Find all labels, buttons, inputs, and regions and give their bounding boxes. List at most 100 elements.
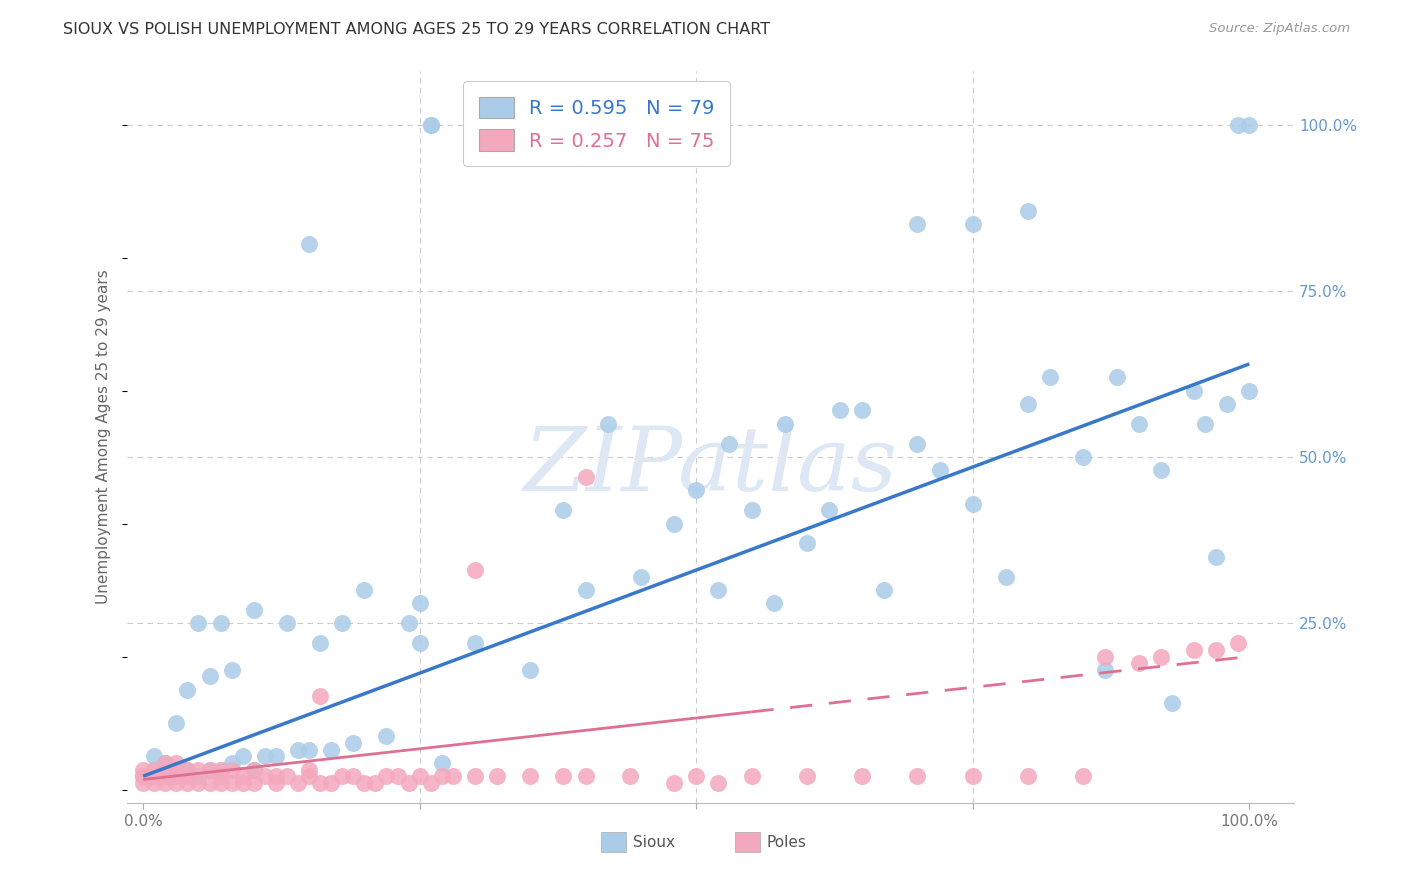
Point <box>928 463 950 477</box>
Point <box>264 769 287 783</box>
Point <box>143 769 166 783</box>
Point <box>818 503 841 517</box>
Point <box>962 217 984 231</box>
Point <box>221 756 243 770</box>
Point <box>143 749 166 764</box>
Point <box>221 663 243 677</box>
Point <box>298 763 321 777</box>
Point <box>132 776 155 790</box>
Point <box>330 769 353 783</box>
Point <box>1227 118 1250 132</box>
Point <box>165 763 187 777</box>
Point <box>1182 643 1205 657</box>
Point <box>155 756 177 770</box>
Point <box>209 763 232 777</box>
Point <box>143 763 166 777</box>
Point <box>165 763 187 777</box>
Point <box>198 669 221 683</box>
Point <box>309 636 332 650</box>
Point <box>176 776 198 790</box>
Point <box>321 776 343 790</box>
Point <box>1239 384 1261 398</box>
Text: ZIPatlas: ZIPatlas <box>523 423 897 509</box>
Point <box>398 776 420 790</box>
Point <box>519 663 541 677</box>
Point <box>276 769 298 783</box>
Point <box>176 763 198 777</box>
Point <box>1128 656 1150 670</box>
Point <box>685 769 707 783</box>
Point <box>430 769 453 783</box>
Point <box>187 763 209 777</box>
Point <box>287 742 309 756</box>
Point <box>1039 370 1062 384</box>
Point <box>1160 696 1182 710</box>
Point <box>419 776 441 790</box>
Point <box>198 763 221 777</box>
Point <box>155 756 177 770</box>
Point <box>187 776 209 790</box>
Point <box>321 742 343 756</box>
Point <box>707 582 730 597</box>
Point <box>221 776 243 790</box>
Point <box>298 237 321 252</box>
Point <box>132 763 155 777</box>
Point <box>962 497 984 511</box>
Point <box>1073 450 1095 464</box>
Point <box>1017 204 1039 219</box>
Point <box>441 769 464 783</box>
Text: Sioux: Sioux <box>633 836 675 850</box>
Point <box>553 769 575 783</box>
Point <box>165 756 187 770</box>
Point <box>309 776 332 790</box>
Point <box>707 776 730 790</box>
Point <box>1094 649 1116 664</box>
Point <box>574 582 596 597</box>
Point <box>264 776 287 790</box>
Point <box>1073 769 1095 783</box>
Point <box>187 616 209 631</box>
Point <box>342 736 364 750</box>
Point <box>1227 636 1250 650</box>
Point <box>165 776 187 790</box>
Point <box>630 570 652 584</box>
Point <box>619 769 641 783</box>
Point <box>143 763 166 777</box>
Point <box>209 763 232 777</box>
Point <box>155 769 177 783</box>
Point <box>209 769 232 783</box>
Point <box>353 582 375 597</box>
Point <box>253 749 276 764</box>
Point <box>574 769 596 783</box>
Point <box>873 582 896 597</box>
Point <box>1128 417 1150 431</box>
Point <box>685 483 707 498</box>
Point <box>851 769 873 783</box>
Point <box>176 763 198 777</box>
Point <box>155 769 177 783</box>
Point <box>762 596 785 610</box>
Point <box>342 769 364 783</box>
Point <box>253 769 276 783</box>
Point <box>596 417 619 431</box>
Point <box>553 503 575 517</box>
Point <box>165 769 187 783</box>
Point <box>1194 417 1216 431</box>
Point <box>962 769 984 783</box>
Point <box>232 749 254 764</box>
Point <box>242 603 264 617</box>
Point <box>375 769 398 783</box>
Point <box>907 217 929 231</box>
Point <box>364 776 387 790</box>
Point <box>419 118 441 132</box>
Point <box>176 682 198 697</box>
Point <box>464 636 486 650</box>
Point <box>408 596 430 610</box>
Point <box>1150 463 1173 477</box>
Point <box>718 436 741 450</box>
Point <box>994 570 1017 584</box>
Point <box>486 769 509 783</box>
Point <box>773 417 796 431</box>
Point <box>464 769 486 783</box>
Point <box>143 776 166 790</box>
